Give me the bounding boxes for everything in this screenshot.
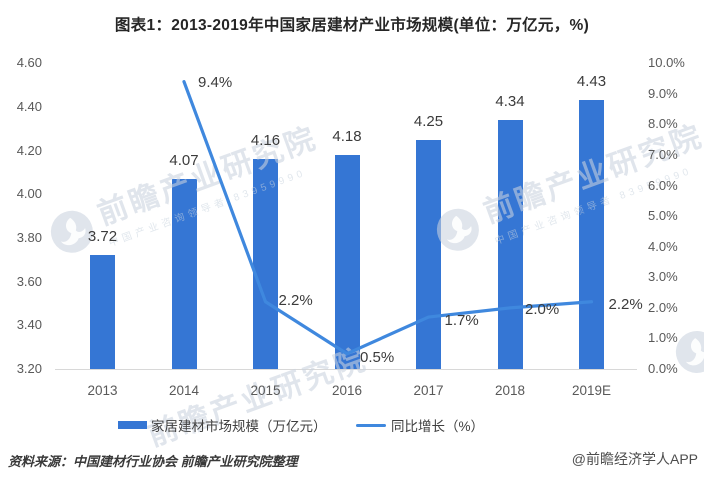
right-axis-tick-label: 2.0% [648,299,678,315]
right-axis-tick-label: 4.0% [648,238,678,254]
market-size-bar [90,255,115,369]
market-size-bar [416,139,441,369]
bar-value-label: 4.43 [576,73,607,91]
bar-value-label: 4.34 [495,93,525,111]
bar-value-label: 4.18 [332,128,362,145]
line-value-label: 9.4% [198,73,233,91]
legend-bar-swatch [118,421,147,429]
data-source-note: 资料来源：中国建材行业协会 前瞻产业研究院整理 [8,454,298,469]
right-axis-tick-label: 3.0% [648,269,678,285]
credit-note: @前瞻经济学人APP [571,451,698,467]
market-size-bar [497,120,523,369]
line-value-label: 1.7% [444,312,479,330]
legend-line-swatch [356,424,386,427]
right-axis-tick-label: 1.0% [648,330,678,346]
line-value-label: 2.0% [525,300,560,318]
x-axis-category-label: 2015 [250,383,281,398]
market-size-bar [334,155,360,369]
right-axis-tick-label: 7.0% [648,147,678,162]
left-axis-tick-label: 4.20 [16,142,42,158]
right-axis-tick-label: 6.0% [648,177,678,193]
right-axis-tick-label: 9.0% [648,85,678,101]
x-axis-category-label: 2019E [571,383,612,398]
right-axis-tick-label: 5.0% [648,208,678,224]
legend-bar-label: 家居建材市场规模（万亿元） [151,419,327,434]
x-axis-category-label: 2018 [494,383,526,398]
x-axis-line [55,369,637,370]
right-axis-tick-label: 10.0% [648,55,685,71]
line-value-label: 2.2% [608,295,643,313]
bar-value-label: 4.16 [250,132,281,150]
market-size-bar [253,159,278,369]
x-axis-category-label: 2013 [87,383,118,398]
right-axis-tick-label: 8.0% [648,116,678,132]
bar-value-label: 3.72 [87,228,118,246]
market-size-bar [171,179,197,369]
bar-value-label: 4.25 [413,112,444,130]
left-axis-tick-label: 4.60 [16,55,42,71]
x-axis-category-label: 2017 [413,383,444,398]
line-value-label: 2.2% [278,291,313,309]
x-axis-category-label: 2016 [331,383,363,398]
right-axis-tick-label: 0.0% [648,361,678,376]
left-axis-tick-label: 4.40 [16,98,42,114]
market-size-bar [579,100,604,369]
left-axis-tick-label: 3.60 [16,273,42,289]
left-axis-tick-label: 3.40 [16,317,42,333]
bar-value-label: 4.07 [169,152,199,170]
line-value-label: 0.5% [360,348,395,366]
chart-title: 图表1：2013-2019年中国家居建材产业市场规模(单位：万亿元，%) [114,17,590,34]
left-axis-tick-label: 4.00 [16,186,42,202]
x-axis-category-label: 2014 [168,383,200,398]
left-axis-tick-label: 3.80 [16,229,42,245]
legend-line-label: 同比增长（%） [391,419,485,434]
left-axis-tick-label: 3.20 [16,361,42,376]
